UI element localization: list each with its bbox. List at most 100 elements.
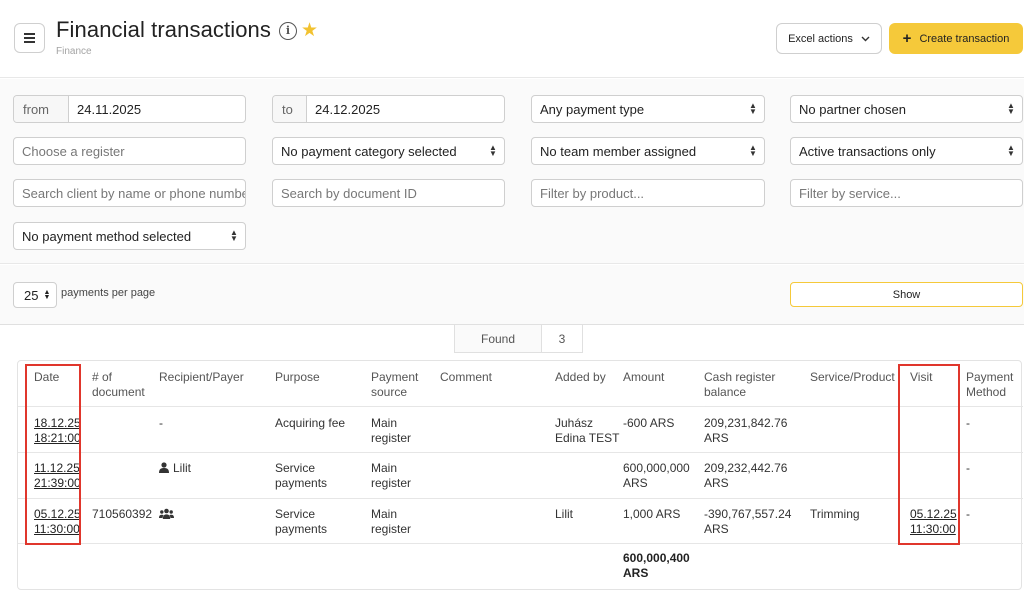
payment-type-value: Any payment type (540, 101, 645, 117)
create-transaction-label: Create transaction (919, 32, 1010, 45)
register-input[interactable]: Choose a register (13, 137, 246, 165)
row-date[interactable]: 11.12.25 21:39:00 (34, 461, 81, 491)
table-row[interactable]: 05.12.25 11:30:00 710560392 Service paymen… (18, 499, 1023, 544)
row-added-by: Juhász Edina TEST (555, 416, 619, 446)
row-visit-date-link[interactable]: 05.12.25 (910, 507, 957, 521)
row-source: Main register (371, 507, 411, 537)
row-source-l1: Main (371, 507, 398, 521)
payment-method-select[interactable]: No payment method selected ▲ ▼ (13, 222, 246, 250)
row-source: Main register (371, 461, 411, 491)
row-purpose: Service payments (275, 507, 327, 537)
favorite-star-icon[interactable]: ★ (301, 20, 319, 41)
col-header-added-by[interactable]: Added by (555, 370, 606, 384)
total-amount-l2: ARS (623, 566, 649, 580)
payment-method-value: No payment method selected (22, 228, 192, 244)
row-purpose-l2: payments (275, 476, 328, 490)
row-service: Trimming (810, 507, 860, 521)
found-count: 3 (558, 331, 566, 346)
table-row[interactable]: 11.12.25 21:39:00 Lilit Service payments M… (18, 453, 1023, 499)
row-purpose-l2: payments (275, 522, 328, 536)
date-from-label: from (14, 96, 69, 122)
excel-actions-button[interactable]: Excel actions (776, 23, 882, 54)
payment-category-select[interactable]: No payment category selected ▲ ▼ (272, 137, 505, 165)
col-header-amount[interactable]: Amount (623, 370, 665, 384)
date-to-field[interactable]: to 24.12.2025 (272, 95, 505, 123)
row-source-l2: register (371, 476, 412, 490)
row-method: - (966, 416, 970, 430)
date-from-value[interactable]: 24.11.2025 (77, 101, 142, 117)
client-search-input[interactable]: Search client by name or phone number (13, 179, 246, 207)
row-time-link[interactable]: 21:39:00 (34, 476, 81, 490)
transaction-status-value: Active transactions only (799, 143, 936, 159)
col-header-purpose[interactable]: Purpose (275, 370, 320, 384)
register-placeholder: Choose a register (22, 143, 125, 159)
date-from-field[interactable]: from 24.11.2025 (13, 95, 246, 123)
payment-category-value: No payment category selected (281, 143, 457, 159)
row-source: Main register (371, 416, 411, 446)
row-recipient-name: Lilit (173, 461, 192, 475)
row-amount-l2: ARS (623, 476, 648, 490)
row-time-link[interactable]: 18:21:00 (34, 431, 81, 445)
payment-type-select[interactable]: Any payment type ▲ ▼ (531, 95, 765, 123)
row-balance: 209,231,842.76 ARS (704, 416, 787, 446)
row-balance-l2: ARS (704, 431, 729, 445)
document-search-input[interactable]: Search by document ID (272, 179, 505, 207)
hamburger-icon (24, 37, 35, 39)
service-filter-input[interactable]: Filter by service... (790, 179, 1023, 207)
total-amount: 600,000,400 ARS (623, 551, 690, 581)
row-recipient[interactable]: Lilit (159, 461, 191, 476)
row-visit[interactable]: 05.12.25 11:30:00 (910, 507, 957, 537)
transaction-status-select[interactable]: Active transactions only ▲ ▼ (790, 137, 1023, 165)
col-header-balance[interactable]: Cash register balance (704, 370, 775, 400)
row-purpose-l1: Service (275, 507, 316, 521)
create-transaction-button[interactable]: + Create transaction (889, 23, 1023, 54)
breadcrumb[interactable]: Finance (56, 46, 92, 57)
col-header-source[interactable]: Payment source (371, 370, 418, 400)
row-purpose: Acquiring fee (275, 416, 346, 430)
row-date[interactable]: 18.12.25 18:21:00 (34, 416, 81, 446)
team-member-select[interactable]: No team member assigned ▲ ▼ (531, 137, 765, 165)
row-visit-time-link[interactable]: 11:30:00 (910, 522, 956, 536)
row-date-link[interactable]: 18.12.25 (34, 416, 81, 430)
info-icon[interactable]: i (279, 22, 297, 40)
row-balance: 209,232,442.76 ARS (704, 461, 787, 491)
client-search-placeholder: Search client by name or phone number (22, 185, 245, 201)
table-header-row: Date # of document Recipient/Payer Purpos… (18, 361, 1023, 407)
date-column-highlight (25, 364, 81, 545)
col-header-service[interactable]: Service/Product (810, 370, 895, 384)
row-recipient: - (159, 416, 163, 430)
col-header-document[interactable]: # of document (92, 370, 145, 400)
plus-icon: + (902, 30, 912, 47)
menu-toggle-button[interactable] (14, 23, 45, 53)
select-arrows-icon: ▲ ▼ (230, 228, 238, 243)
chevron-down-icon (861, 36, 870, 41)
row-recipient[interactable] (159, 507, 178, 522)
col-header-recipient[interactable]: Recipient/Payer (159, 370, 244, 384)
date-to-label: to (273, 96, 307, 122)
row-method: - (966, 461, 970, 475)
per-page-select[interactable]: 25 ▲ ▼ (13, 282, 57, 308)
select-arrows-icon: ▲ ▼ (749, 101, 757, 116)
row-time-link[interactable]: 11:30:00 (34, 522, 80, 536)
row-date-link[interactable]: 11.12.25 (34, 461, 80, 475)
col-header-visit[interactable]: Visit (910, 370, 933, 384)
col-header-balance-l2: balance (704, 385, 747, 399)
date-to-value[interactable]: 24.12.2025 (315, 101, 381, 117)
partner-value: No partner chosen (799, 101, 906, 117)
row-amount-l1: 600,000,000 (623, 461, 690, 475)
row-source-l1: Main (371, 416, 398, 430)
col-header-date[interactable]: Date (34, 370, 60, 384)
table-row[interactable]: 18.12.25 18:21:00 - Acquiring fee Main reg… (18, 407, 1023, 453)
row-source-l1: Main (371, 461, 398, 475)
page-header: Financial transactions i ★ Finance Excel… (0, 0, 1024, 78)
per-page-label: payments per page (61, 287, 156, 299)
row-date-link[interactable]: 05.12.25 (34, 507, 81, 521)
row-amount: 600,000,000 ARS (623, 461, 690, 491)
col-header-comment[interactable]: Comment (440, 370, 493, 384)
row-date[interactable]: 05.12.25 11:30:00 (34, 507, 81, 537)
partner-select[interactable]: No partner chosen ▲ ▼ (790, 95, 1023, 123)
show-button[interactable]: Show (790, 282, 1023, 307)
product-filter-input[interactable]: Filter by product... (531, 179, 765, 207)
row-balance-l2: ARS (704, 522, 729, 536)
col-header-method[interactable]: Payment Method (966, 370, 1013, 400)
